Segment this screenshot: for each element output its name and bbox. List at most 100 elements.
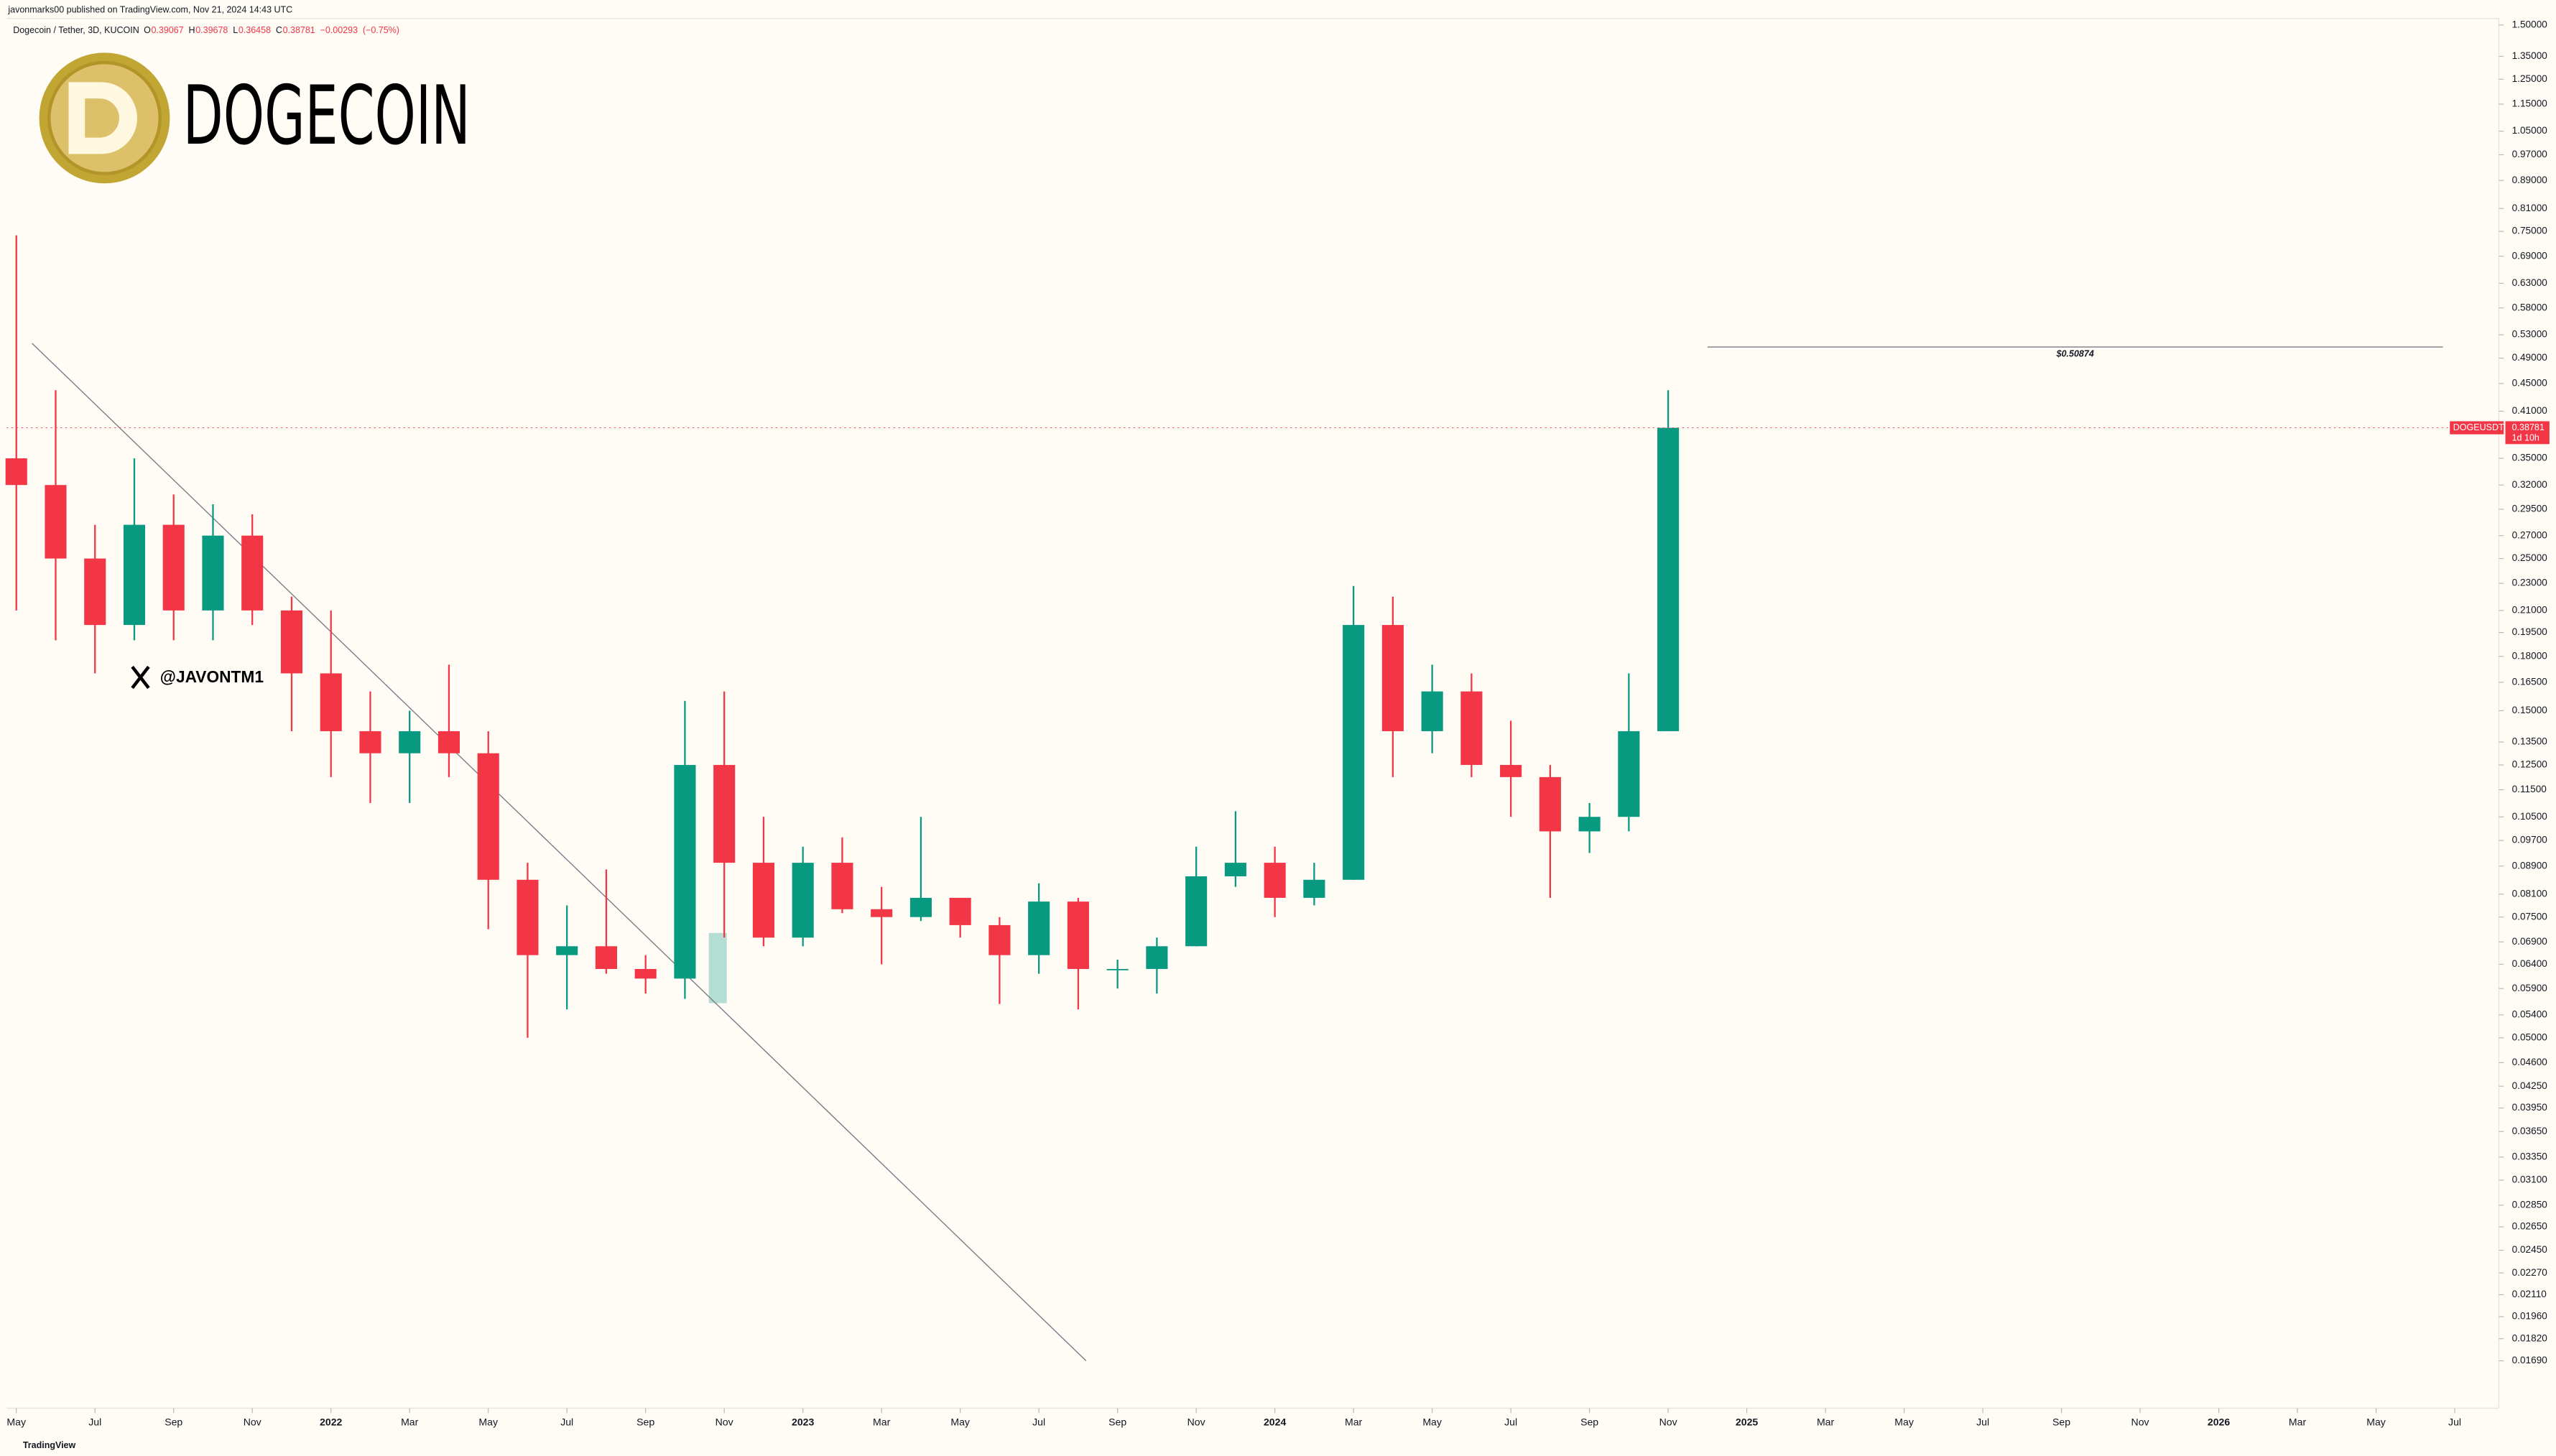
candle-body bbox=[162, 524, 185, 611]
x-tick-label: 2025 bbox=[1736, 1416, 1758, 1428]
y-tick-label: 0.05400 bbox=[2512, 1008, 2548, 1019]
y-tick-label: 0.02110 bbox=[2512, 1289, 2547, 1299]
candle-body bbox=[1343, 625, 1365, 880]
candle-body bbox=[1303, 879, 1325, 898]
handle: @JAVONTM1 bbox=[160, 667, 264, 686]
x-tick-label: May bbox=[1894, 1416, 1914, 1428]
plot: 1.50000 1.35000 1.25000 1.15000 1.05000 0.970… bbox=[5, 19, 2550, 1428]
candle-body bbox=[1028, 901, 1050, 955]
y-tick-label: 0.02450 bbox=[2512, 1244, 2548, 1255]
y-tick-label: 0.08900 bbox=[2512, 860, 2548, 871]
y-tick-label: 0.10500 bbox=[2512, 811, 2548, 822]
price-tag-value: 0.38781 bbox=[2512, 422, 2545, 432]
candle-body bbox=[1578, 817, 1601, 832]
y-tick-label: 0.41000 bbox=[2512, 405, 2548, 416]
x-tick-label: Sep bbox=[1580, 1416, 1598, 1428]
x-tick-label: May bbox=[6, 1416, 27, 1428]
candle-body bbox=[1185, 876, 1208, 947]
y-tick-label: 0.03950 bbox=[2512, 1102, 2548, 1113]
x-tick-label: Jul bbox=[1504, 1416, 1517, 1428]
ohlc-close: 0.38781 bbox=[283, 25, 315, 35]
y-tick-label: 0.15000 bbox=[2512, 705, 2548, 715]
candle-body bbox=[752, 863, 774, 938]
y-tick-label: 0.02650 bbox=[2512, 1221, 2548, 1232]
y-tick-label: 0.63000 bbox=[2512, 277, 2548, 288]
y-tick-label: 0.97000 bbox=[2512, 149, 2548, 159]
x-tick-label: May bbox=[950, 1416, 971, 1428]
candle-body bbox=[241, 535, 264, 611]
candle-body bbox=[1067, 901, 1089, 969]
x-tick-label: Nov bbox=[244, 1416, 261, 1428]
candle-body bbox=[477, 753, 499, 880]
candle-body bbox=[437, 731, 460, 753]
ohlc-open-label: O bbox=[144, 25, 151, 35]
y-tick-label: 1.15000 bbox=[2512, 98, 2548, 109]
publisher: javonmarks00 published on TradingView.co… bbox=[7, 5, 292, 15]
y-tick-label: 0.21000 bbox=[2512, 604, 2548, 615]
candle-body bbox=[123, 524, 146, 626]
x-tick-label: Jul bbox=[1032, 1416, 1045, 1428]
price-tag-bg bbox=[2505, 421, 2550, 445]
candle-body bbox=[5, 458, 27, 486]
y-tick-label: 0.18000 bbox=[2512, 650, 2548, 661]
x-icon bbox=[131, 665, 150, 690]
y-tick-label: 0.16500 bbox=[2512, 676, 2548, 687]
y-tick-label: 0.49000 bbox=[2512, 352, 2548, 363]
y-tick-label: 0.07500 bbox=[2512, 911, 2548, 922]
x-tick-label: May bbox=[1422, 1416, 1443, 1428]
candle-body bbox=[1657, 427, 1680, 731]
ohlc-change-pct: (−0.75%) bbox=[363, 25, 399, 35]
candle-body bbox=[84, 558, 106, 626]
y-tick-label: 1.50000 bbox=[2512, 19, 2548, 29]
x-tick-label: May bbox=[2366, 1416, 2386, 1428]
x-tick-label: Nov bbox=[716, 1416, 733, 1428]
y-tick-label: 0.11500 bbox=[2512, 784, 2547, 794]
y-tick-label: 0.06900 bbox=[2512, 936, 2548, 947]
price-tag-symbol: DOGEUSDT bbox=[2453, 422, 2504, 432]
x-tick-label: Nov bbox=[2131, 1416, 2149, 1428]
candle-body bbox=[909, 897, 932, 917]
x-tick-label: 2026 bbox=[2208, 1416, 2230, 1428]
y-tick-label: 0.13500 bbox=[2512, 736, 2548, 747]
candle-body bbox=[792, 863, 814, 938]
candle-body bbox=[871, 909, 893, 917]
y-tick-label: 0.03350 bbox=[2512, 1151, 2548, 1161]
ohlc-low: 0.36458 bbox=[239, 25, 271, 35]
candle-body bbox=[1539, 776, 1561, 832]
x-tick-label: Sep bbox=[636, 1416, 654, 1428]
candle-body bbox=[1618, 731, 1640, 817]
x-logo bbox=[131, 665, 150, 690]
y-tick-label: 0.03100 bbox=[2512, 1174, 2548, 1185]
candle-body bbox=[280, 610, 303, 674]
y-tick-label: 1.25000 bbox=[2512, 73, 2548, 84]
ohlc-open: 0.39067 bbox=[151, 25, 183, 35]
candle-body bbox=[1381, 625, 1404, 731]
candle-body bbox=[1460, 691, 1483, 765]
y-tick-label: 0.05000 bbox=[2512, 1031, 2548, 1042]
candle-body bbox=[1106, 968, 1129, 970]
x-tick-label: Mar bbox=[401, 1416, 419, 1428]
y-tick-label: 0.69000 bbox=[2512, 250, 2548, 261]
highlight-box bbox=[708, 932, 727, 1003]
candle-body bbox=[988, 924, 1011, 955]
y-tick-label: 0.06400 bbox=[2512, 958, 2548, 969]
y-tick-label: 0.02270 bbox=[2512, 1267, 2548, 1278]
y-tick-label: 0.01690 bbox=[2512, 1355, 2548, 1365]
y-tick-label: 0.25000 bbox=[2512, 552, 2548, 563]
candle-body bbox=[320, 673, 342, 731]
logo-text: DOGECOIN bbox=[183, 68, 471, 163]
candle-body bbox=[713, 764, 736, 863]
candle-body bbox=[202, 535, 224, 611]
candle-body bbox=[595, 946, 617, 969]
candle-body bbox=[634, 968, 657, 979]
y-tick-label: 0.75000 bbox=[2512, 226, 2548, 236]
candle-body bbox=[399, 731, 421, 753]
ohlc-close-label: C bbox=[276, 25, 282, 35]
x-tick-label: Jul bbox=[88, 1416, 101, 1428]
ohlc-high: 0.39678 bbox=[195, 25, 228, 35]
y-tick-label: 0.19500 bbox=[2512, 626, 2548, 637]
y-tick-label: 0.01960 bbox=[2512, 1311, 2548, 1322]
x-tick-label: Jul bbox=[2448, 1416, 2461, 1428]
